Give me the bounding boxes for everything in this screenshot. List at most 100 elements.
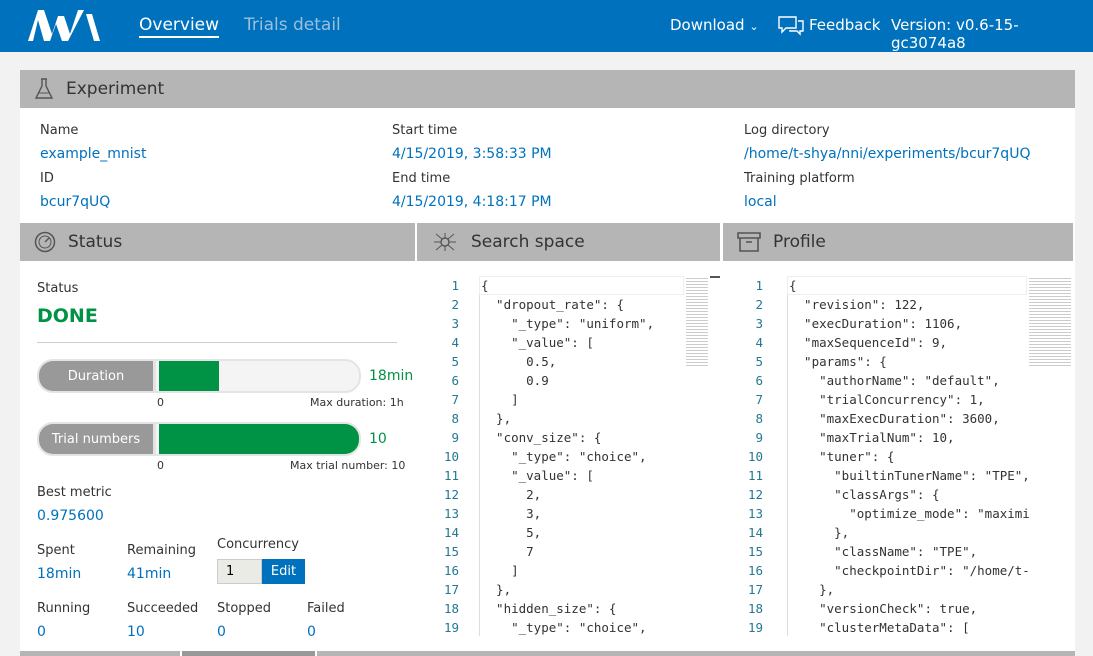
line-number: 18 — [747, 601, 763, 616]
feedback-icon[interactable] — [778, 16, 804, 36]
bottom-tab — [182, 651, 315, 656]
feedback-link[interactable]: Feedback — [809, 16, 881, 34]
code-line: "tuner": { — [789, 449, 895, 464]
field-value[interactable]: /home/t-shya/nni/experiments/bcur7qUQ — [744, 146, 1031, 162]
field-label: Name — [40, 123, 79, 138]
flask-icon — [34, 78, 54, 99]
field-label: ID — [40, 171, 54, 186]
tab-overview[interactable]: Overview — [139, 15, 220, 38]
code-line: "trialConcurrency": 1, — [789, 392, 985, 407]
line-number: 13 — [443, 506, 459, 521]
line-number: 3 — [451, 316, 459, 331]
line-number: 4 — [451, 335, 459, 350]
profile-title: Profile — [773, 232, 826, 252]
overview-panel: Experiment Name example_mnist Start time 4/… — [20, 70, 1075, 656]
line-number: 18 — [443, 601, 459, 616]
best-metric-value: 0.975600 — [37, 508, 104, 524]
experiment-title: Experiment — [66, 79, 165, 99]
line-number: 9 — [755, 430, 763, 445]
code-line: "classArgs": { — [789, 487, 940, 502]
line-number: 5 — [451, 354, 459, 369]
profile-header: Profile — [723, 223, 1073, 261]
line-number: 13 — [747, 506, 763, 521]
line-number: 11 — [443, 468, 459, 483]
line-number: 1 — [755, 278, 763, 293]
line-number: 8 — [451, 411, 459, 426]
code-line: "versionCheck": true, — [789, 601, 978, 616]
line-number: 6 — [755, 373, 763, 388]
field-value: bcur7qUQ — [40, 194, 111, 210]
download-label: Download — [670, 16, 745, 34]
field-value: example_mnist — [40, 146, 147, 162]
download-menu[interactable]: Download ⌄ — [670, 16, 759, 34]
bottom-tab — [317, 651, 1075, 656]
minimap[interactable] — [686, 276, 708, 366]
trials-label: Trial numbers — [39, 424, 156, 454]
duration-progress: Duration — [37, 359, 361, 393]
best-metric-label: Best metric — [37, 485, 112, 500]
duration-max: Max duration: 1h — [310, 396, 404, 409]
code-line: "revision": 122, — [789, 297, 925, 312]
top-nav: Overview Trials detail Download ⌄ Feedba… — [0, 0, 1093, 52]
code-line: "dropout_rate": { — [481, 297, 624, 312]
concurrency-input[interactable] — [217, 559, 262, 584]
concurrency-label: Concurrency — [217, 537, 299, 552]
trials-progress: Trial numbers — [37, 422, 361, 456]
network-icon — [434, 233, 456, 251]
code-line: 0.5, — [481, 354, 557, 369]
count-label: Running — [37, 601, 91, 616]
trials-fill — [159, 424, 359, 454]
spent-label: Spent — [37, 543, 75, 558]
code-line: "builtinTunerName": "TPE", — [789, 468, 1029, 483]
line-number: 16 — [747, 563, 763, 578]
nni-logo[interactable] — [28, 8, 100, 42]
code-line: 7 — [481, 544, 534, 559]
trials-min: 0 — [157, 459, 164, 472]
line-number: 2 — [755, 297, 763, 312]
chevron-down-icon: ⌄ — [749, 20, 759, 33]
search-space-header: Search space — [417, 223, 720, 261]
search-space-title: Search space — [471, 232, 585, 252]
code-line: 5, — [481, 525, 542, 540]
code-line: "_value": [ — [481, 468, 594, 483]
code-line: { — [481, 278, 489, 293]
line-number: 14 — [443, 525, 459, 540]
field-label: End time — [392, 171, 451, 186]
version-label: Version: v0.6-15-gc3074a8 — [891, 16, 1019, 52]
profile-editor[interactable]: 1 {2 "revision": 122, 3 "execDuration": 11… — [723, 276, 1073, 636]
code-line: }, — [789, 525, 850, 540]
code-line: "_type": "choice", — [481, 620, 647, 635]
code-line: ] — [481, 563, 519, 578]
line-number: 15 — [443, 544, 459, 559]
code-line: "_type": "choice", — [481, 449, 647, 464]
field-label: Training platform — [744, 171, 855, 186]
code-line: }, — [481, 411, 512, 426]
scrollbar[interactable] — [710, 276, 720, 278]
line-number: 12 — [443, 487, 459, 502]
code-line: "clusterMetaData": [ — [789, 620, 970, 635]
line-number: 8 — [755, 411, 763, 426]
status-label: Status — [37, 281, 79, 296]
line-number: 6 — [451, 373, 459, 388]
duration-min: 0 — [157, 396, 164, 409]
status-value: DONE — [37, 305, 98, 327]
edit-concurrency-button[interactable]: Edit — [262, 559, 305, 584]
code-line: "_value": [ — [481, 335, 594, 350]
code-line: }, — [789, 582, 835, 597]
status-header: Status — [20, 223, 415, 261]
line-number: 5 — [755, 354, 763, 369]
search-space-editor[interactable]: 1 {2 "dropout_rate": {3 "_type": "uniform… — [417, 276, 720, 636]
code-line: 0.9 — [481, 373, 549, 388]
minimap[interactable] — [1029, 276, 1071, 366]
line-number: 9 — [451, 430, 459, 445]
line-number: 11 — [747, 468, 763, 483]
field-value: 4/15/2019, 3:58:33 PM — [392, 146, 552, 162]
tab-trials-detail[interactable]: Trials detail — [244, 15, 341, 35]
experiment-header: Experiment — [20, 70, 1075, 108]
trials-max: Max trial number: 10 — [290, 459, 406, 472]
gutter-edge — [479, 276, 480, 636]
gauge-icon — [34, 231, 56, 253]
code-line: ] — [481, 392, 519, 407]
code-line: "authorName": "default", — [789, 373, 1000, 388]
count-value: 10 — [127, 624, 145, 640]
